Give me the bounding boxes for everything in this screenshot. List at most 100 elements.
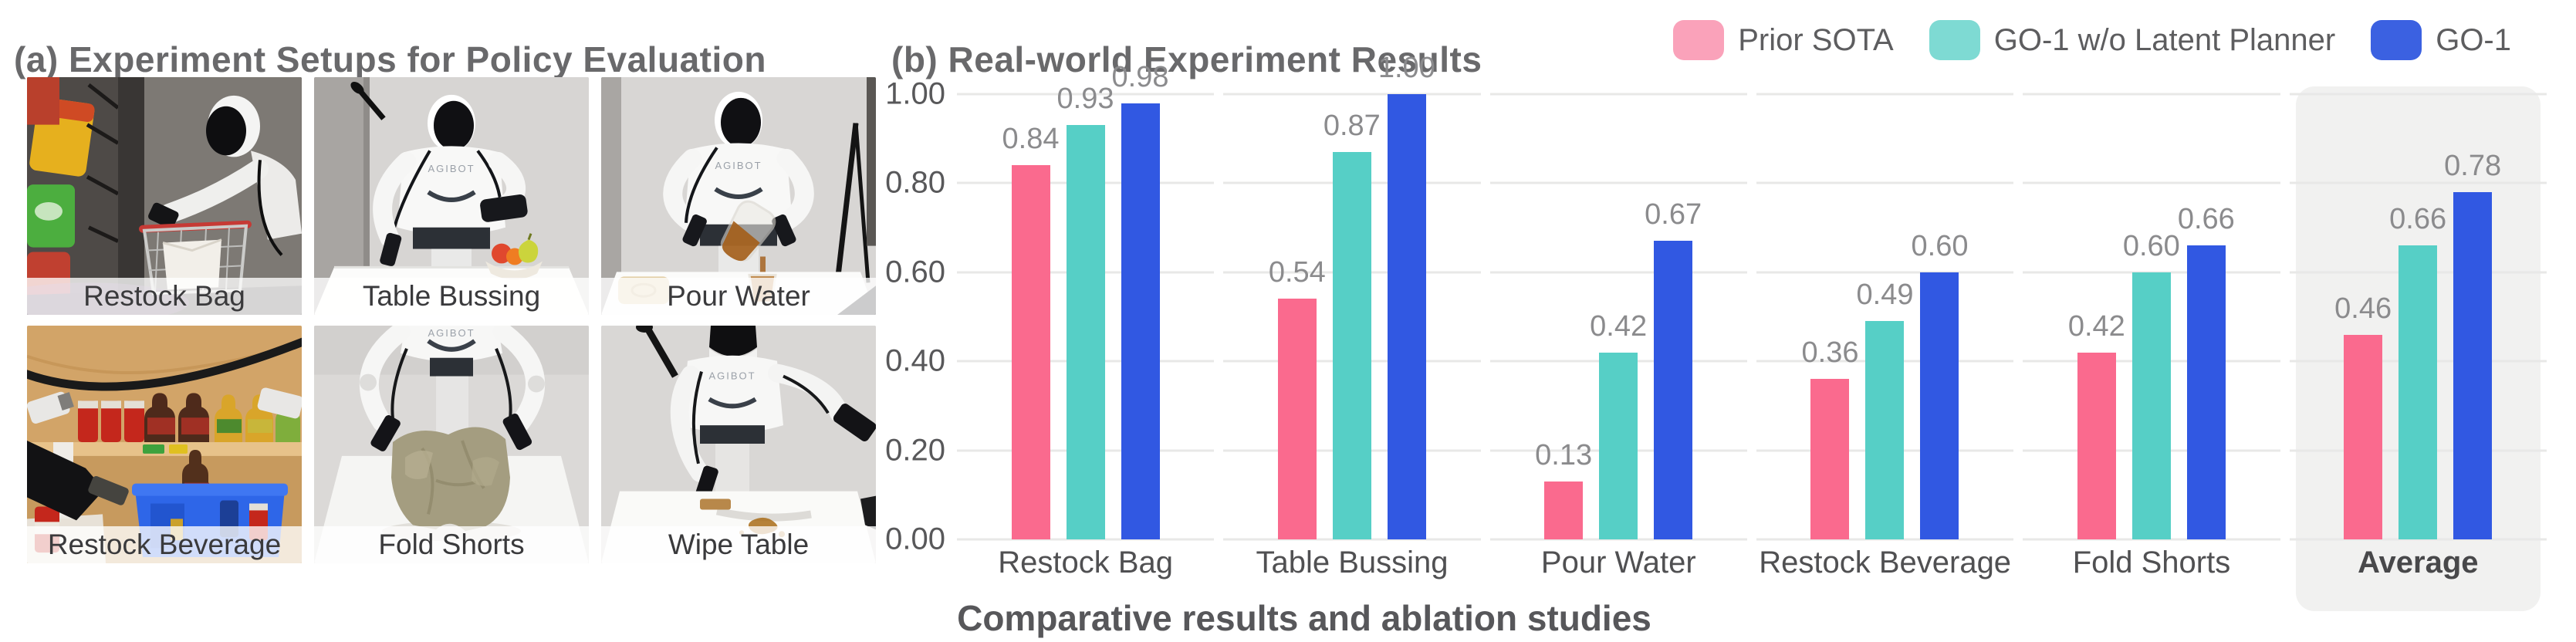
- bar-value-go-1-w-o-latent-planner-fold-shorts: 0.60: [2122, 229, 2180, 262]
- bar-value-go-1-w-o-latent-planner-table-bussing: 0.87: [1323, 110, 1381, 143]
- bar-value-go-1-pour-water: 0.67: [1645, 198, 1702, 231]
- bar-go-1-restock-beverage: [1920, 272, 1959, 539]
- chart-group-average: 0.46 0.66 0.78 Average: [2289, 86, 2547, 611]
- bar-go-1-fold-shorts: [2186, 245, 2226, 539]
- legend-label-go-1-w-o-latent-planner: GO-1 w/o Latent Planner: [1993, 22, 2336, 57]
- chart-group-restock-beverage: 0.36 0.49 0.60 Restock Beverage: [1756, 93, 2014, 579]
- legend-swatch-go-1: [2371, 20, 2422, 60]
- gridline: [957, 93, 1215, 96]
- gridline: [1223, 93, 1481, 96]
- y-tick-0.20: 0.20: [885, 433, 945, 468]
- robot-brand-text: AGIBOT: [428, 163, 475, 174]
- bar-value-prior-sota-average: 0.46: [2334, 292, 2392, 325]
- bar-go-1-w-o-latent-planner-table-bussing: [1332, 152, 1371, 539]
- bar-value-go-1-w-o-latent-planner-pour-water: 0.42: [1590, 309, 1648, 343]
- photo-label-fold-shorts: Fold Shorts: [314, 526, 589, 563]
- gridline: [1756, 93, 2014, 96]
- photo-wipe-table-image: AGIBOT: [601, 326, 876, 563]
- gridline: [1489, 93, 1747, 96]
- gridline: [1489, 181, 1747, 184]
- photo-label-restock-bag: Restock Bag: [27, 278, 302, 315]
- legend-swatch-go-1-w-o-latent-planner: [1929, 20, 1980, 60]
- chart-group-table-bussing: 0.54 0.87 1.00 Table Bussing: [1223, 52, 1481, 579]
- bar-prior-sota-average: [2344, 334, 2383, 539]
- bar-prior-sota-restock-bag: [1011, 165, 1050, 539]
- robot-brand-text: AGIBOT: [428, 327, 475, 339]
- photo-fold-shorts: AGIBOT Fold Shorts: [314, 326, 589, 563]
- bar-value-go-1-table-bussing: 1.00: [1378, 52, 1435, 84]
- gridline: [2289, 93, 2547, 96]
- bar-value-prior-sota-pour-water: 0.13: [1535, 439, 1593, 471]
- category-label-restock-beverage: Restock Beverage: [1759, 546, 2012, 579]
- legend-item-go-1-w-o-latent-planner: GO-1 w/o Latent Planner: [1929, 20, 2335, 60]
- photo-grid: Restock Bag AGIBOT: [27, 77, 876, 563]
- gridline: [2289, 538, 2547, 541]
- y-tick-0.40: 0.40: [885, 343, 945, 378]
- legend-item-go-1: GO-1: [2371, 20, 2511, 60]
- gridline: [2023, 271, 2280, 274]
- gridline: [1756, 271, 2014, 274]
- photo-label-table-bussing: Table Bussing: [314, 278, 589, 315]
- bar-go-1-w-o-latent-planner-average: [2399, 245, 2438, 539]
- gridline: [1223, 538, 1481, 541]
- gridline: [2023, 93, 2280, 96]
- chart-group-fold-shorts: 0.42 0.60 0.66 Fold Shorts: [2023, 93, 2280, 579]
- photo-label-restock-beverage: Restock Beverage: [27, 526, 302, 563]
- bar-go-1-average: [2453, 191, 2493, 539]
- bar-go-1-w-o-latent-planner-restock-bag: [1066, 125, 1105, 539]
- bar-value-prior-sota-restock-bag: 0.84: [1002, 123, 1060, 156]
- category-label-average: Average: [2358, 546, 2479, 579]
- bar-value-go-1-w-o-latent-planner-restock-bag: 0.93: [1056, 83, 1114, 116]
- y-tick-0.80: 0.80: [885, 165, 945, 200]
- robot-brand-text: AGIBOT: [708, 370, 756, 382]
- bar-value-go-1-average: 0.78: [2444, 149, 2502, 182]
- chart-legend: Prior SOTA GO-1 w/o Latent Planner GO-1: [1673, 20, 2511, 60]
- y-tick-1.00: 1.00: [885, 76, 945, 111]
- category-label-table-bussing: Table Bussing: [1256, 546, 1449, 579]
- bar-value-go-1-fold-shorts: 0.66: [2177, 203, 2235, 236]
- gridline: [2289, 181, 2547, 184]
- bar-prior-sota-fold-shorts: [2077, 352, 2116, 539]
- bar-go-1-table-bussing: [1387, 94, 1426, 539]
- bar-value-go-1-w-o-latent-planner-restock-beverage: 0.49: [1856, 279, 1914, 312]
- bar-go-1-w-o-latent-planner-pour-water: [1599, 352, 1638, 539]
- robot-brand-text: AGIBOT: [715, 160, 762, 171]
- bar-go-1-w-o-latent-planner-restock-beverage: [1865, 321, 1905, 539]
- photo-restock-bag: Restock Bag: [27, 77, 302, 315]
- bar-value-go-1-w-o-latent-planner-average: 0.66: [2389, 203, 2447, 236]
- legend-item-prior-sota: Prior SOTA: [1673, 20, 1894, 60]
- legend-swatch-prior-sota: [1673, 20, 1725, 60]
- bar-prior-sota-restock-beverage: [1810, 379, 1850, 539]
- plot-area: 0.84 0.93 0.98 Restock Bag 0.54 0.87 1.00 Table…: [957, 52, 2547, 611]
- photo-restock-beverage: Restock Beverage: [27, 326, 302, 563]
- gridline: [1489, 538, 1747, 541]
- bar-go-1-restock-bag: [1121, 103, 1160, 539]
- legend-label-go-1: GO-1: [2436, 22, 2511, 57]
- bar-prior-sota-table-bussing: [1277, 299, 1317, 539]
- bar-value-go-1-restock-bag: 0.98: [1111, 60, 1169, 93]
- gridline: [2023, 181, 2280, 184]
- figure-caption: Comparative results and ablation studies: [957, 598, 1651, 638]
- bar-value-prior-sota-table-bussing: 0.54: [1268, 256, 1326, 289]
- panel-b-title: (b) Real-world Experiment Results: [891, 39, 1482, 80]
- category-label-fold-shorts: Fold Shorts: [2072, 546, 2231, 579]
- chart-group-pour-water: 0.13 0.42 0.67 Pour Water: [1489, 93, 1747, 579]
- chart-group-restock-bag: 0.84 0.93 0.98 Restock Bag: [957, 61, 1215, 579]
- photo-label-pour-water: Pour Water: [601, 278, 876, 315]
- category-label-pour-water: Pour Water: [1540, 546, 1696, 579]
- photo-wipe-table: AGIBOT Wipe Table: [601, 326, 876, 563]
- bar-go-1-pour-water: [1654, 241, 1693, 539]
- photo-pour-water: AGIBOT Pour: [601, 77, 876, 315]
- y-axis: 1.00 0.80 0.60 0.40 0.20 0.00: [810, 77, 945, 556]
- bar-value-prior-sota-fold-shorts: 0.42: [2067, 309, 2125, 343]
- legend-label-prior-sota: Prior SOTA: [1738, 22, 1894, 57]
- panel-a-title: (a) Experiment Setups for Policy Evaluat…: [14, 39, 766, 80]
- category-label-restock-bag: Restock Bag: [998, 546, 1174, 579]
- photo-table-bussing: AGIBOT Table Bussing: [314, 77, 589, 315]
- photo-label-wipe-table: Wipe Table: [601, 526, 876, 563]
- y-tick-0.00: 0.00: [885, 522, 945, 556]
- gridline: [1756, 538, 2014, 541]
- bar-go-1-w-o-latent-planner-fold-shorts: [2131, 272, 2171, 539]
- y-tick-0.60: 0.60: [885, 255, 945, 289]
